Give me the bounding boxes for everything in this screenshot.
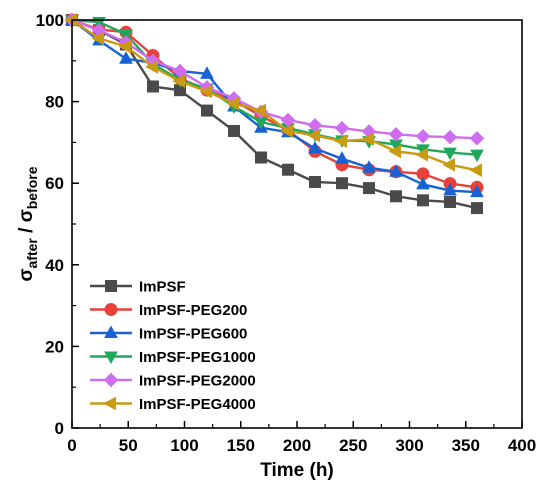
- data-point-impsf: [417, 194, 429, 207]
- data-point-impsf-peg4000: [145, 60, 158, 74]
- legend-marker: [104, 325, 118, 338]
- legend-label: ImPSF-PEG600: [139, 326, 247, 343]
- data-point-impsf-peg600: [200, 66, 214, 79]
- data-point-impsf-peg4000: [469, 163, 482, 177]
- x-tick-label: 400: [508, 436, 536, 455]
- legend-label: ImPSF-PEG1000: [139, 349, 256, 366]
- data-point-impsf-peg2000: [415, 129, 431, 144]
- y-axis-title-sub2: before: [24, 166, 40, 209]
- data-point-impsf-peg4000: [280, 124, 293, 138]
- x-tick-label: 50: [119, 436, 138, 455]
- data-point-impsf-peg2000: [280, 112, 296, 128]
- data-point-impsf: [228, 124, 240, 137]
- data-point-impsf: [282, 163, 294, 176]
- data-point-impsf-peg2000: [388, 127, 404, 142]
- y-axis-title: σafter / σbefore: [16, 166, 40, 281]
- data-point-impsf-peg600: [335, 151, 349, 164]
- y-axis-title-main: σ: [16, 269, 37, 282]
- data-point-impsf-peg4000: [172, 74, 185, 89]
- data-point-impsf-peg4000: [226, 96, 239, 111]
- data-point-impsf: [309, 175, 321, 188]
- data-point-impsf: [147, 80, 159, 93]
- legend-marker: [103, 396, 116, 411]
- data-point-impsf-peg2000: [334, 120, 350, 136]
- legend-marker: [104, 303, 118, 316]
- series-line-impsf-peg4000: [71, 19, 478, 172]
- data-point-impsf: [255, 151, 267, 164]
- y-tick-label: 40: [45, 256, 64, 275]
- data-point-impsf-peg4000: [442, 157, 455, 172]
- x-tick-label: 150: [227, 436, 255, 455]
- data-point-impsf-peg4000: [415, 147, 428, 162]
- data-point-impsf: [336, 177, 348, 190]
- data-point-impsf-peg2000: [442, 129, 458, 145]
- legend-marker: [103, 372, 119, 388]
- y-tick-label: 80: [45, 93, 64, 112]
- series-line-impsf-peg200: [71, 18, 478, 189]
- plot-frame: [71, 19, 523, 429]
- data-point-impsf-peg4000: [199, 84, 212, 99]
- legend-item-impsf-peg2000: ImPSF-PEG2000: [90, 373, 256, 390]
- legend-item-impsf: ImPSF: [90, 279, 186, 296]
- x-tick-label: 250: [339, 436, 367, 455]
- data-point-impsf-peg4000: [253, 103, 266, 118]
- data-point-impsf: [390, 190, 402, 203]
- data-point-impsf-peg1000: [443, 147, 457, 161]
- y-tick-label: 100: [36, 11, 64, 30]
- y-axis-title-sub1: after: [24, 238, 40, 269]
- data-point-impsf-peg600: [470, 184, 484, 198]
- tick-labels: 0 50 100 150 200 250 300 350 400 0 20 40 60 80 100: [36, 11, 537, 455]
- data-point-impsf-peg600: [389, 164, 403, 177]
- legend-item-impsf-peg4000: ImPSF-PEG4000: [90, 396, 256, 413]
- legend-label: ImPSF: [139, 279, 186, 296]
- data-point-impsf-peg600: [308, 140, 322, 154]
- data-point-impsf-peg1000: [470, 149, 484, 163]
- legend-label: ImPSF-PEG200: [139, 302, 247, 319]
- data-point-impsf-peg600: [416, 176, 430, 190]
- y-tick-label: 20: [45, 337, 64, 356]
- series-line-impsf-peg600: [71, 19, 478, 194]
- legend-marker: [105, 280, 117, 292]
- x-tick-label: 100: [170, 436, 198, 455]
- series-line-impsf-peg1000: [71, 18, 478, 156]
- legend-item-impsf-peg1000: ImPSF-PEG1000: [90, 349, 256, 366]
- data-point-impsf-peg4000: [388, 144, 401, 159]
- data-point-impsf: [471, 202, 483, 215]
- data-point-impsf-peg4000: [361, 132, 374, 146]
- data-point-impsf: [363, 182, 375, 195]
- data-point-impsf: [444, 195, 456, 208]
- data-point-impsf-peg2000: [469, 131, 485, 146]
- data-point-impsf-peg600: [119, 51, 133, 64]
- series-impsf-peg4000: [64, 13, 482, 177]
- data-point-impsf-peg4000: [118, 39, 131, 54]
- legend-marker: [104, 351, 118, 365]
- legend: ImPSF ImPSF-PEG200 ImPSF-PEG600 ImPSF-PEG10…: [90, 279, 256, 413]
- series-line-impsf-peg2000: [71, 18, 478, 140]
- y-tick-label: 0: [55, 419, 64, 438]
- y-axis-title-sep: / σ: [16, 209, 37, 238]
- legend-label: ImPSF-PEG2000: [139, 373, 256, 390]
- data-point-impsf-peg4000: [91, 31, 104, 46]
- x-tick-label: 200: [283, 436, 311, 455]
- data-point-impsf-peg4000: [334, 134, 347, 149]
- series-line-impsf: [71, 18, 478, 210]
- legend-item-impsf-peg600: ImPSF-PEG600: [90, 325, 247, 343]
- legend-label: ImPSF-PEG4000: [139, 396, 256, 413]
- tick-marks: [71, 19, 523, 429]
- data-point-impsf-peg600: [362, 160, 376, 173]
- data-point-impsf-peg600: [443, 182, 457, 196]
- series-impsf-peg2000: [64, 12, 485, 146]
- x-tick-label: 350: [452, 436, 480, 455]
- data-point-impsf-peg4000: [307, 128, 320, 143]
- x-tick-label: 0: [67, 436, 76, 455]
- x-axis-title: Time (h): [260, 460, 334, 481]
- y-tick-label: 60: [45, 174, 64, 193]
- x-tick-label: 300: [395, 436, 423, 455]
- legend-item-impsf-peg200: ImPSF-PEG200: [90, 302, 247, 319]
- series-group: [64, 12, 485, 215]
- data-point-impsf: [201, 104, 213, 117]
